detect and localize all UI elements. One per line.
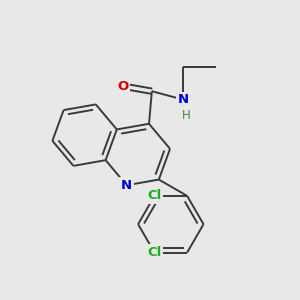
Text: N: N bbox=[178, 93, 189, 106]
Text: H: H bbox=[182, 109, 191, 122]
Text: O: O bbox=[117, 80, 128, 93]
Text: Cl: Cl bbox=[147, 189, 162, 203]
Text: N: N bbox=[121, 179, 132, 192]
Text: Cl: Cl bbox=[147, 246, 162, 259]
